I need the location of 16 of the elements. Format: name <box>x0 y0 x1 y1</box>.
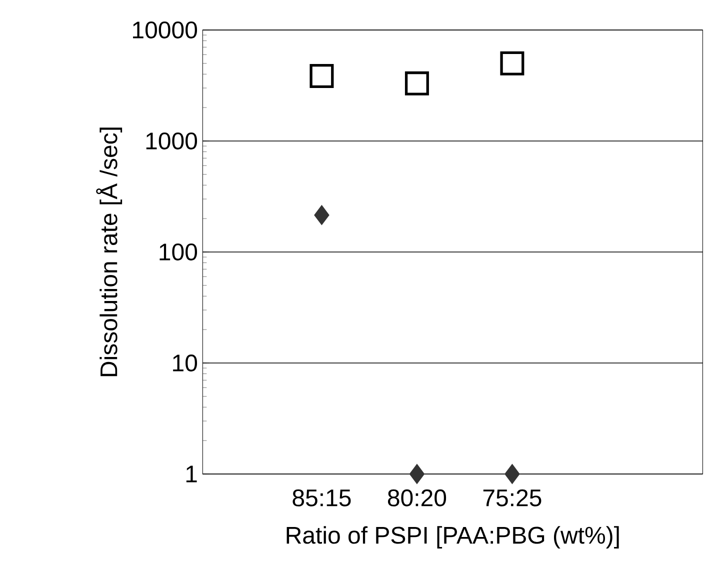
y-tick-label: 1 <box>186 466 197 482</box>
x-tick-label: 80:20 <box>388 489 446 506</box>
x-axis-title: Ratio of PSPI [PAA:PBG (wt%)] <box>286 526 619 549</box>
point <box>310 64 334 88</box>
y-tick-label: 10000 <box>133 21 198 38</box>
point <box>504 464 520 484</box>
y-tick-label: 1000 <box>146 132 198 150</box>
point <box>314 206 330 224</box>
point <box>500 51 524 76</box>
point <box>404 71 429 96</box>
y-tick-label: 10 <box>173 354 198 372</box>
x-tick-label: 85:15 <box>292 489 351 506</box>
point <box>410 464 424 484</box>
y-axis-title: Dissolution rate [Å /sec] <box>96 128 122 376</box>
x-tick-label: 75:25 <box>483 489 542 506</box>
y-tick-label: 100 <box>160 243 198 260</box>
